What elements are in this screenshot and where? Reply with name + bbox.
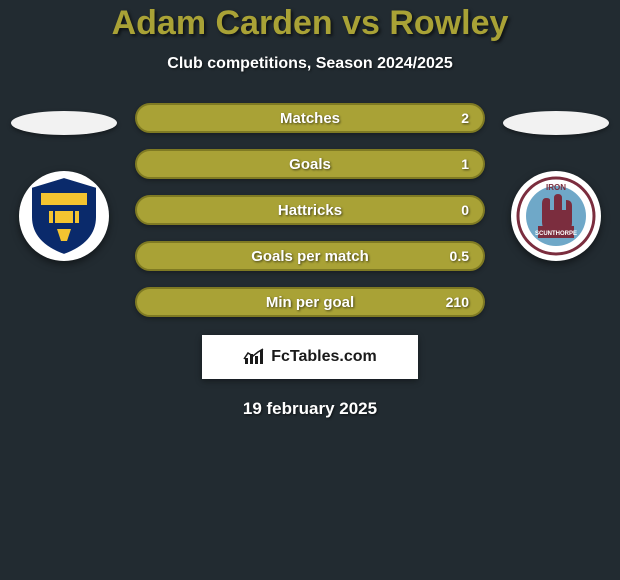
stat-value-right: 2 xyxy=(461,110,469,126)
stat-value-right: 210 xyxy=(446,294,469,310)
stat-label: Matches xyxy=(280,110,340,127)
stat-value-right: 0.5 xyxy=(450,248,469,264)
stat-value-right: 0 xyxy=(461,202,469,218)
logo-content: FcTables.com xyxy=(243,348,377,366)
stat-label: Min per goal xyxy=(266,294,354,311)
stat-bar-goals: Goals 1 xyxy=(135,149,485,179)
player-left-placeholder xyxy=(11,111,117,135)
stat-bar-min-per-goal: Min per goal 210 xyxy=(135,287,485,317)
stat-bar-matches: Matches 2 xyxy=(135,103,485,133)
stats-column: Matches 2 Goals 1 Hattricks 0 Goals per … xyxy=(135,103,485,317)
svg-text:SCUNTHORPE: SCUNTHORPE xyxy=(535,231,577,237)
page-subtitle: Club competitions, Season 2024/2025 xyxy=(0,55,620,73)
stat-bar-hattricks: Hattricks 0 xyxy=(135,195,485,225)
main-row: Matches 2 Goals 1 Hattricks 0 Goals per … xyxy=(0,103,620,317)
club-icon-right: SCUNTHORPE IRON xyxy=(516,176,596,256)
chart-icon xyxy=(243,348,265,366)
logo-text: FcTables.com xyxy=(271,348,377,366)
stat-label: Goals xyxy=(289,156,331,173)
stat-value-right: 1 xyxy=(461,156,469,172)
page-title: Adam Carden vs Rowley xyxy=(0,4,620,43)
player-right-column: SCUNTHORPE IRON xyxy=(501,103,611,261)
club-icon-left xyxy=(27,175,101,257)
player-left-column xyxy=(9,103,119,261)
stat-label: Hattricks xyxy=(278,202,342,219)
comparison-widget: Adam Carden vs Rowley Club competitions,… xyxy=(0,0,620,419)
svg-text:IRON: IRON xyxy=(546,183,566,192)
stat-label: Goals per match xyxy=(251,248,369,265)
comparison-date: 19 february 2025 xyxy=(0,399,620,419)
club-badge-left xyxy=(19,171,109,261)
stat-bar-goals-per-match: Goals per match 0.5 xyxy=(135,241,485,271)
player-right-placeholder xyxy=(503,111,609,135)
club-badge-right: SCUNTHORPE IRON xyxy=(511,171,601,261)
fctables-logo[interactable]: FcTables.com xyxy=(202,335,418,379)
